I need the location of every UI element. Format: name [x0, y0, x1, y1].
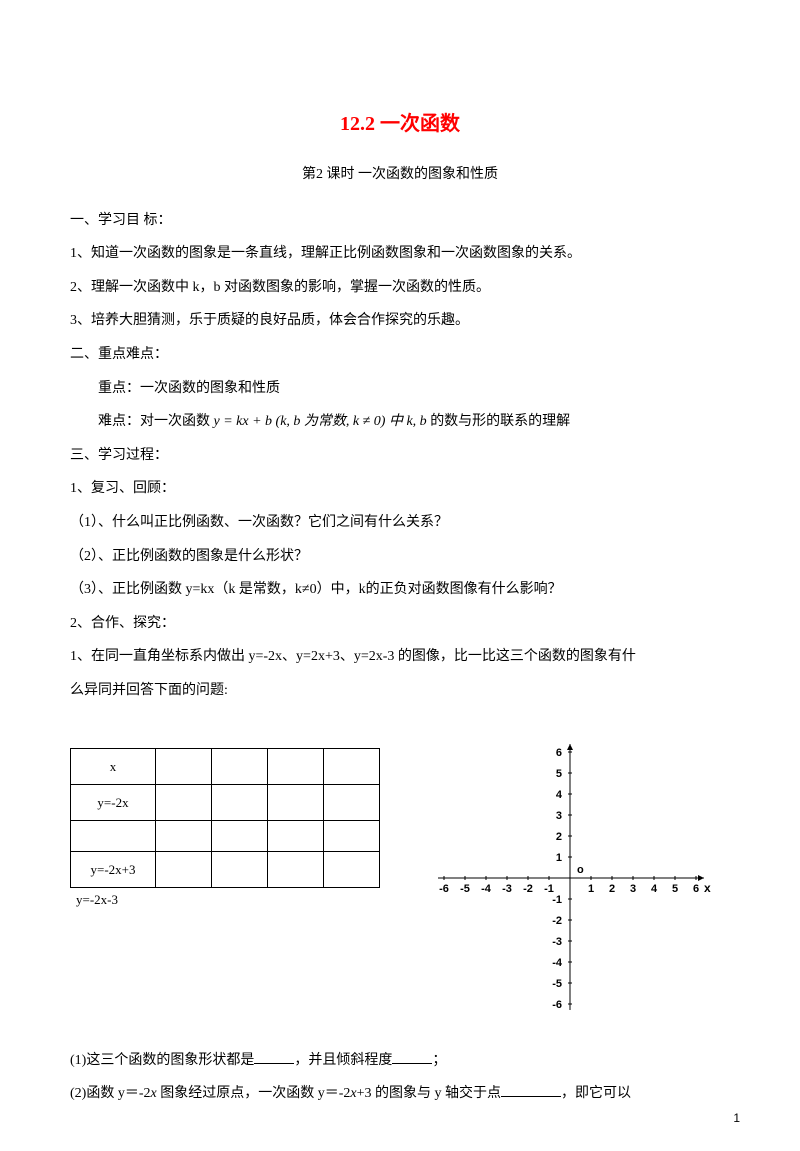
table-cell [212, 784, 268, 820]
question3-post: 的正负对函数图像有什么影响？ [366, 582, 562, 597]
page: 12.2 一次函数 第2 课时 一次函数的图象和性质 一、学习目 标： 1、知道… [0, 0, 800, 1151]
svg-text:4: 4 [556, 789, 563, 801]
svg-text:-5: -5 [552, 978, 562, 990]
svg-text:x: x [704, 881, 711, 895]
table-wrap: x y=-2x [70, 718, 380, 912]
subtitle: 第2 课时 一次函数的图象和性质 [70, 158, 730, 192]
svg-text:-4: -4 [481, 883, 492, 895]
table-cell [268, 784, 324, 820]
explore-heading: 2、合作、探究： [70, 607, 730, 641]
row-y1: y=-2x [71, 784, 156, 820]
axes-wrap: -6-6-5-5-4-4-3-3-2-2-1-1112233445566ox [380, 718, 730, 1038]
svg-text:-3: -3 [502, 883, 512, 895]
answer2: (2)函数 y＝-2x 图象经过原点，一次函数 y＝-2x+3 的图象与 y 轴… [70, 1077, 730, 1111]
question2: （2）、正比例函数的图象是什么形状？ [70, 540, 730, 574]
table-cell [324, 748, 380, 784]
svg-text:5: 5 [672, 883, 678, 895]
svg-text:-6: -6 [439, 883, 449, 895]
below-table-label: y=-2x-3 [70, 888, 380, 911]
table-cell [324, 820, 380, 851]
svg-text:-6: -6 [552, 999, 562, 1011]
table-cell [324, 851, 380, 887]
svg-text:o: o [577, 864, 584, 876]
svg-text:-3: -3 [552, 936, 562, 948]
table-cell [268, 851, 324, 887]
section1-item1: 1、知道一次函数的图象是一条直线，理解正比例函数图象和一次函数图象的关系。 [70, 237, 730, 271]
table-cell [156, 851, 212, 887]
svg-text:-5: -5 [460, 883, 470, 895]
task1-line1: 1、在同一直角坐标系内做出 y=-2x、y=2x+3、y=2x-3 的图像，比一… [70, 640, 730, 674]
answer1: (1)这三个函数的图象形状都是 ，并且倾斜程度 ； [70, 1044, 730, 1078]
section1-heading: 一、学习目 标： [70, 204, 730, 238]
svg-text:-1: -1 [552, 894, 562, 906]
section2-heading: 二、重点难点： [70, 338, 730, 372]
row-y2: y=-2x+3 [71, 851, 156, 887]
svg-text:6: 6 [693, 883, 699, 895]
svg-text:3: 3 [556, 810, 562, 822]
difficulty-formula: y = kx + b (k, b 为常数, k ≠ 0) 中 k, b [214, 414, 427, 429]
svg-text:5: 5 [556, 768, 562, 780]
svg-text:-2: -2 [523, 883, 533, 895]
table-row: y=-2x+3 [71, 851, 380, 887]
table-cell [212, 748, 268, 784]
blank[interactable] [392, 1050, 432, 1064]
answer2-pre: (2)函数 y＝-2 [70, 1086, 151, 1101]
subtitle-prefix: 第2 课时 [302, 167, 355, 182]
svg-text:1: 1 [556, 852, 562, 864]
table-cell [324, 784, 380, 820]
answer1-pre: (1)这三个函数的图象形状都是 [70, 1053, 254, 1068]
table-cell [212, 820, 268, 851]
answer1-mid: ，并且倾斜程度 [294, 1053, 392, 1068]
answer1-post: ； [432, 1053, 446, 1068]
page-number: 1 [733, 1104, 740, 1133]
blank[interactable] [501, 1084, 561, 1098]
section3-heading: 三、学习过程： [70, 439, 730, 473]
question3: （3）、正比例函数 y=kx（k 是常数，k≠0）中，k的正负对函数图像有什么影… [70, 573, 730, 607]
table-cell [156, 748, 212, 784]
answer2-post: ，即它可以 [561, 1086, 631, 1101]
table-cell [156, 820, 212, 851]
coordinate-axes: -6-6-5-5-4-4-3-3-2-2-1-1112233445566ox [410, 718, 730, 1038]
table-row [71, 820, 380, 851]
col-x: x [71, 748, 156, 784]
answer2-mid2: +3 的图象与 y 轴交于点 [357, 1086, 501, 1101]
answer2-mid: 图象经过原点，一次函数 y＝-2 [157, 1086, 351, 1101]
difficulty-pre: 难点：对一次函数 [98, 414, 214, 429]
difficulty: 难点：对一次函数 y = kx + b (k, b 为常数, k ≠ 0) 中 … [70, 405, 730, 439]
table-cell [268, 748, 324, 784]
svg-text:-2: -2 [552, 915, 562, 927]
question3-pre: （3）、正比例函数 y=kx（k 是常数，k≠0）中，k [70, 582, 366, 597]
svg-text:-4: -4 [552, 957, 563, 969]
table-row: y=-2x [71, 784, 380, 820]
blank[interactable] [254, 1050, 294, 1064]
review-heading: 1、复习、回顾： [70, 472, 730, 506]
table-cell [212, 851, 268, 887]
section1-item2: 2、理解一次函数中 k，b 对函数图象的影响，掌握一次函数的性质。 [70, 271, 730, 305]
question1: （1）、什么叫正比例函数、一次函数？它们之间有什么关系？ [70, 506, 730, 540]
row-empty [71, 820, 156, 851]
table-cell [268, 820, 324, 851]
section1-item3: 3、培养大胆猜测，乐于质疑的良好品质，体会合作探究的乐趣。 [70, 304, 730, 338]
subtitle-rest: 一次函数的图象和性质 [355, 167, 499, 182]
svg-text:4: 4 [651, 883, 658, 895]
svg-text:1: 1 [588, 883, 594, 895]
table-and-axes-row: x y=-2x [70, 718, 730, 1038]
task1-line2: 么异同并回答下面的问题: [70, 674, 730, 708]
main-title: 12.2 一次函数 [70, 100, 730, 148]
svg-text:6: 6 [556, 747, 562, 759]
keypoint: 重点：一次函数的图象和性质 [70, 372, 730, 406]
table-row: x [71, 748, 380, 784]
table-cell [156, 784, 212, 820]
function-table: x y=-2x [70, 748, 380, 889]
svg-text:2: 2 [609, 883, 615, 895]
svg-text:2: 2 [556, 831, 562, 843]
svg-text:3: 3 [630, 883, 636, 895]
difficulty-post: 的数与形的联系的理解 [427, 414, 571, 429]
